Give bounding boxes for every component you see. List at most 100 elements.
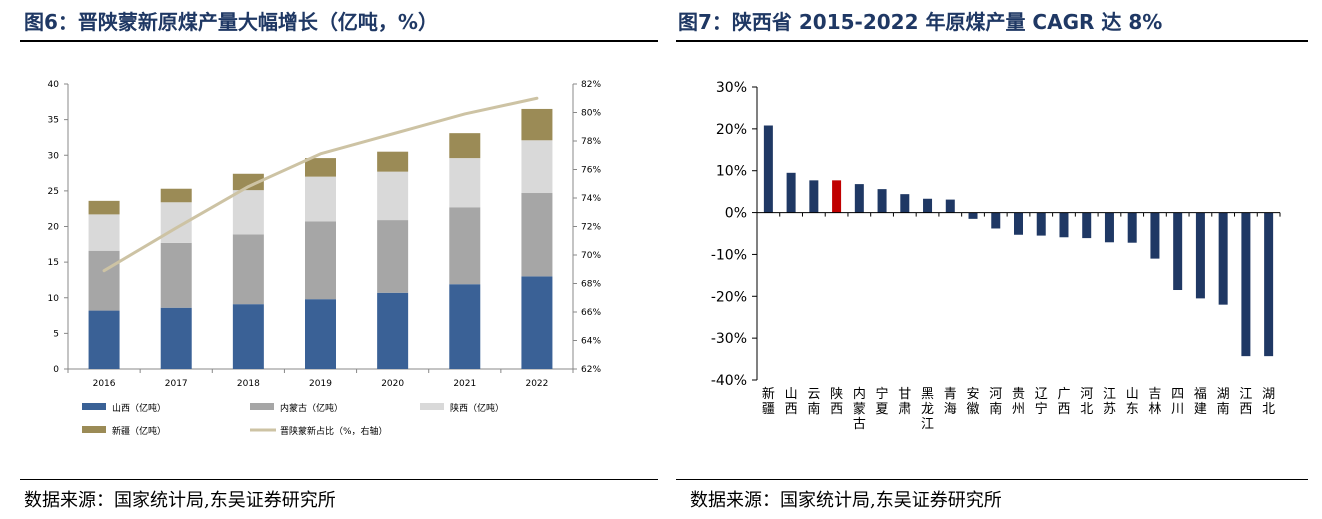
bar-segment-4	[521, 108, 553, 141]
bar	[763, 125, 773, 213]
x-tick-label: 河南	[989, 387, 1002, 417]
bar	[1127, 212, 1137, 243]
legend-label: 晋陕蒙新占比（%，右轴）	[280, 425, 388, 437]
y2-tick-label: 78%	[581, 137, 601, 147]
bar-segment-2	[521, 193, 553, 277]
bar-segment-2	[232, 234, 264, 305]
bar	[854, 184, 864, 213]
y-tick-label: 30%	[716, 80, 747, 96]
y-tick-label: 10	[48, 294, 60, 304]
bar	[877, 189, 887, 213]
y-tick-label: 15	[48, 258, 59, 268]
x-tick-label: 湖南	[1217, 387, 1230, 417]
bar-segment-4	[88, 200, 120, 215]
bar	[1104, 212, 1114, 243]
y-tick-label: 20	[48, 223, 60, 233]
y2-tick-label: 80%	[581, 109, 601, 119]
x-tick-label: 2020	[381, 379, 404, 389]
y-tick-label: -10%	[711, 247, 747, 263]
bar-segment-1	[521, 276, 553, 369]
left-title-rule	[20, 40, 658, 42]
legend-label: 内蒙古（亿吨）	[280, 402, 343, 414]
y2-tick-label: 72%	[581, 223, 601, 233]
legend-swatch	[82, 403, 106, 410]
bar	[923, 198, 933, 213]
x-tick-label: 吉林	[1148, 387, 1161, 417]
bar-segment-3	[449, 158, 481, 208]
y2-tick-label: 68%	[581, 280, 601, 290]
right-source-rule	[676, 479, 1308, 480]
bar-segment-4	[305, 158, 336, 177]
y2-tick-label: 64%	[581, 337, 601, 347]
x-tick-label: 江西	[1239, 387, 1252, 417]
x-tick-label: 山西	[785, 387, 798, 417]
left-chart-title: 图6：晋陕蒙新原煤产量大幅增长（亿吨，%）	[24, 10, 438, 34]
x-tick-label: 贵州	[1012, 387, 1025, 417]
x-tick-label: 广西	[1057, 387, 1070, 417]
x-tick-label: 湖北	[1262, 387, 1275, 417]
x-tick-label: 江苏	[1103, 387, 1116, 417]
bar-segment-4	[449, 133, 481, 159]
bar-segment-3	[377, 171, 409, 221]
y-tick-label: 40	[48, 80, 60, 90]
x-tick-label: 新疆	[762, 386, 775, 417]
x-tick-label: 福建	[1194, 387, 1207, 417]
right-source-note: 数据来源：国家统计局,东吴证券研究所	[690, 490, 1002, 511]
bar-segment-3	[305, 176, 336, 222]
x-tick-label: 安徽	[967, 387, 980, 417]
bar-segment-4	[160, 188, 192, 203]
y-tick-label: 20%	[716, 122, 747, 138]
bar-segment-2	[305, 221, 336, 300]
y-tick-label: 25	[48, 187, 59, 197]
bar	[1082, 212, 1092, 239]
legend-label: 山西（亿吨）	[112, 402, 166, 414]
y-tick-label: 5	[53, 329, 59, 339]
bar	[1241, 212, 1251, 357]
y-tick-label: -30%	[711, 331, 747, 347]
x-tick-label: 2021	[453, 379, 476, 389]
x-tick-label: 山东	[1126, 387, 1139, 417]
bar-segment-4	[232, 173, 264, 191]
right-title-rule	[676, 40, 1308, 42]
legend-label: 新疆（亿吨）	[112, 425, 166, 437]
x-tick-label: 2019	[309, 379, 332, 389]
bar-segment-2	[377, 220, 409, 293]
x-tick-label: 辽宁	[1035, 387, 1048, 417]
bar	[945, 199, 955, 213]
x-tick-label: 河北	[1080, 387, 1093, 417]
y-tick-label: 35	[48, 116, 59, 126]
y-tick-label: 10%	[716, 164, 747, 180]
bar	[1218, 212, 1228, 305]
y-tick-label: 30	[48, 151, 60, 161]
bar-segment-1	[305, 299, 336, 369]
x-tick-label: 内蒙古	[853, 386, 866, 432]
bar	[1150, 212, 1160, 259]
right-chart-title: 图7：陕西省 2015-2022 年原煤产量 CAGR 达 8%	[678, 10, 1163, 34]
bar	[1195, 212, 1205, 299]
x-tick-label: 宁夏	[876, 386, 889, 417]
x-tick-label: 甘肃	[898, 387, 911, 417]
y2-tick-label: 74%	[581, 194, 601, 204]
y-tick-label: -20%	[711, 289, 747, 305]
bar-segment-1	[377, 292, 409, 369]
bar	[1264, 212, 1274, 357]
left-source-note: 数据来源：国家统计局,东吴证券研究所	[24, 490, 336, 511]
x-tick-label: 2017	[165, 379, 188, 389]
bar-segment-1	[160, 307, 192, 369]
bar	[809, 180, 819, 213]
legend-swatch	[82, 426, 106, 433]
highlight-bar	[832, 180, 842, 213]
bar-segment-1	[88, 310, 120, 369]
legend-swatch	[250, 403, 274, 410]
y2-tick-label: 82%	[581, 80, 601, 90]
x-tick-label: 四川	[1171, 387, 1184, 417]
x-tick-label: 云南	[807, 387, 820, 417]
bar-segment-3	[521, 140, 553, 194]
bar	[900, 194, 910, 213]
bar	[1014, 212, 1023, 235]
x-tick-label: 黑龙江	[921, 387, 934, 432]
x-tick-label: 陕西	[830, 387, 843, 417]
bar-segment-1	[232, 304, 264, 369]
